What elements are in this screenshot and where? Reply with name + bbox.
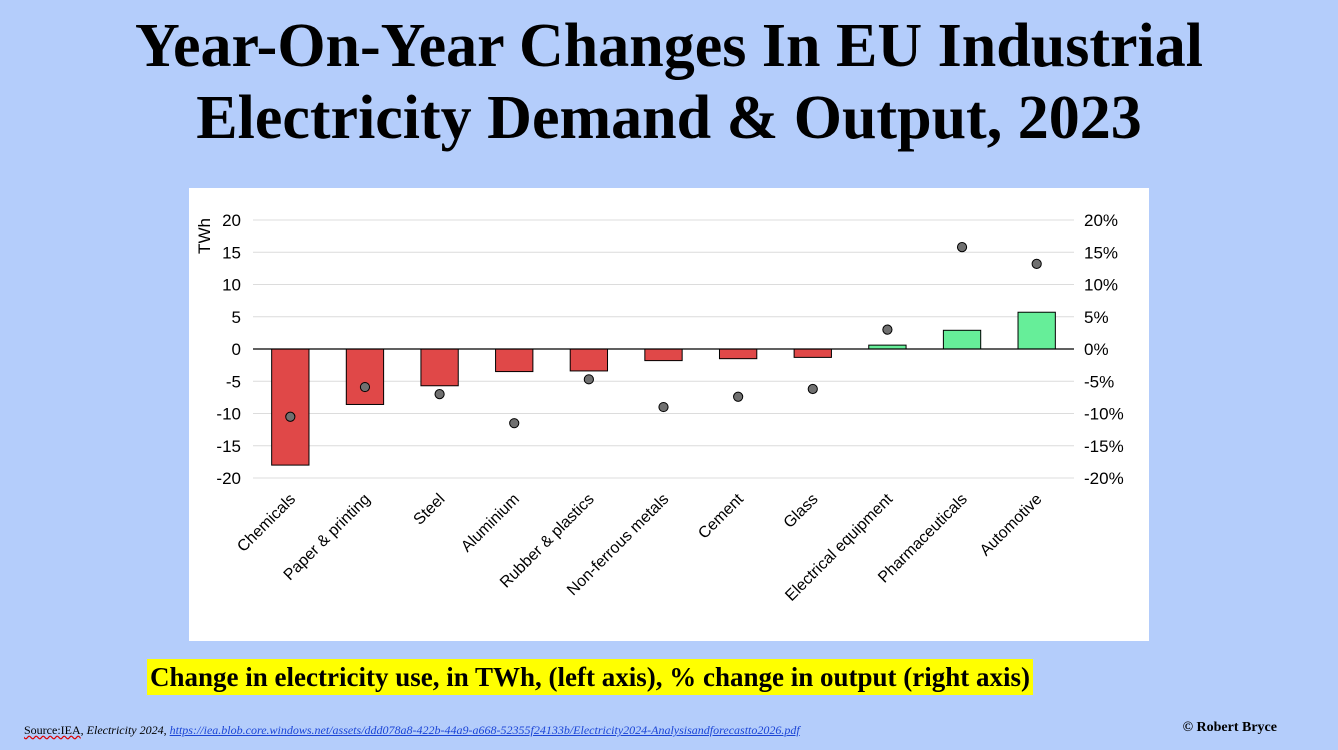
right-tick-label: 5% xyxy=(1084,308,1109,327)
left-tick-label: 20 xyxy=(222,211,241,230)
category-label: Glass xyxy=(781,491,822,532)
left-tick-label: 5 xyxy=(232,308,241,327)
bar xyxy=(420,348,459,387)
bar xyxy=(644,348,683,362)
chart-panel: 20 15 10 5 0 -5 -10 -15 -20 20% 15% 10% 5% 0% -5% -10% -… xyxy=(189,188,1149,641)
right-tick-label: 10% xyxy=(1084,276,1118,295)
bar xyxy=(345,348,385,405)
left-tick-label: 15 xyxy=(222,243,241,262)
bar xyxy=(793,348,832,358)
left-tick-label: -20 xyxy=(216,469,241,488)
bar xyxy=(718,348,758,360)
left-tick-label: 10 xyxy=(222,276,241,295)
output-marker xyxy=(285,411,296,422)
output-marker xyxy=(658,401,669,413)
title-line-2: Electricity Demand & Output, 2023 xyxy=(196,84,1142,152)
left-axis-title: TWh xyxy=(195,218,214,254)
chart-title: Year-On-Year Changes In EU Industrial El… xyxy=(0,10,1338,154)
output-marker xyxy=(1031,258,1042,269)
output-marker xyxy=(807,383,818,395)
bar xyxy=(495,348,534,373)
source-note: Source:IEA, Electricity 2024, https://ie… xyxy=(24,723,800,738)
bar xyxy=(942,329,982,350)
bar-chart: 20 15 10 5 0 -5 -10 -15 -20 20% 15% 10% 5% 0% -5% -10% -… xyxy=(195,211,1124,605)
output-marker xyxy=(434,389,445,400)
right-tick-label: 0% xyxy=(1084,340,1109,359)
output-marker xyxy=(583,374,594,385)
right-tick-label: -15% xyxy=(1084,437,1124,456)
category-label: Cement xyxy=(695,490,747,542)
right-tick-label: -10% xyxy=(1084,405,1124,424)
source-separator: , xyxy=(80,723,87,737)
source-comma: , xyxy=(163,723,170,737)
output-marker xyxy=(733,391,744,402)
copyright-note: © Robert Bryce xyxy=(1182,720,1277,735)
right-tick-label: 15% xyxy=(1084,243,1118,262)
right-tick-label: -20% xyxy=(1084,469,1124,488)
source-publication: Electricity 2024 xyxy=(86,723,164,737)
output-marker xyxy=(359,381,371,393)
source-label: Source:IEA xyxy=(24,723,81,737)
left-tick-label: -15 xyxy=(216,437,241,456)
output-markers xyxy=(285,241,1042,429)
output-marker xyxy=(509,418,520,429)
right-tick-label: -5% xyxy=(1084,372,1114,391)
output-marker xyxy=(882,324,893,335)
chart-caption: Change in electricity use, in TWh, (left… xyxy=(147,659,1033,695)
category-label: Automotive xyxy=(977,491,1046,560)
bar xyxy=(271,348,310,466)
left-tick-label: 0 xyxy=(232,340,241,359)
category-label: Steel xyxy=(411,491,449,529)
category-label: Aluminium xyxy=(458,491,523,556)
bar xyxy=(1017,311,1056,350)
bar xyxy=(569,348,609,372)
left-tick-label: -5 xyxy=(226,372,241,391)
category-label: Chemicals xyxy=(234,491,299,556)
output-marker xyxy=(956,241,968,253)
gridlines xyxy=(253,219,1074,479)
left-tick-label: -10 xyxy=(216,405,241,424)
right-tick-label: 20% xyxy=(1084,211,1118,230)
title-line-1: Year-On-Year Changes In EU Industrial xyxy=(135,12,1203,80)
source-link[interactable]: https://iea.blob.core.windows.net/assets… xyxy=(169,723,800,737)
bars xyxy=(271,311,1056,466)
